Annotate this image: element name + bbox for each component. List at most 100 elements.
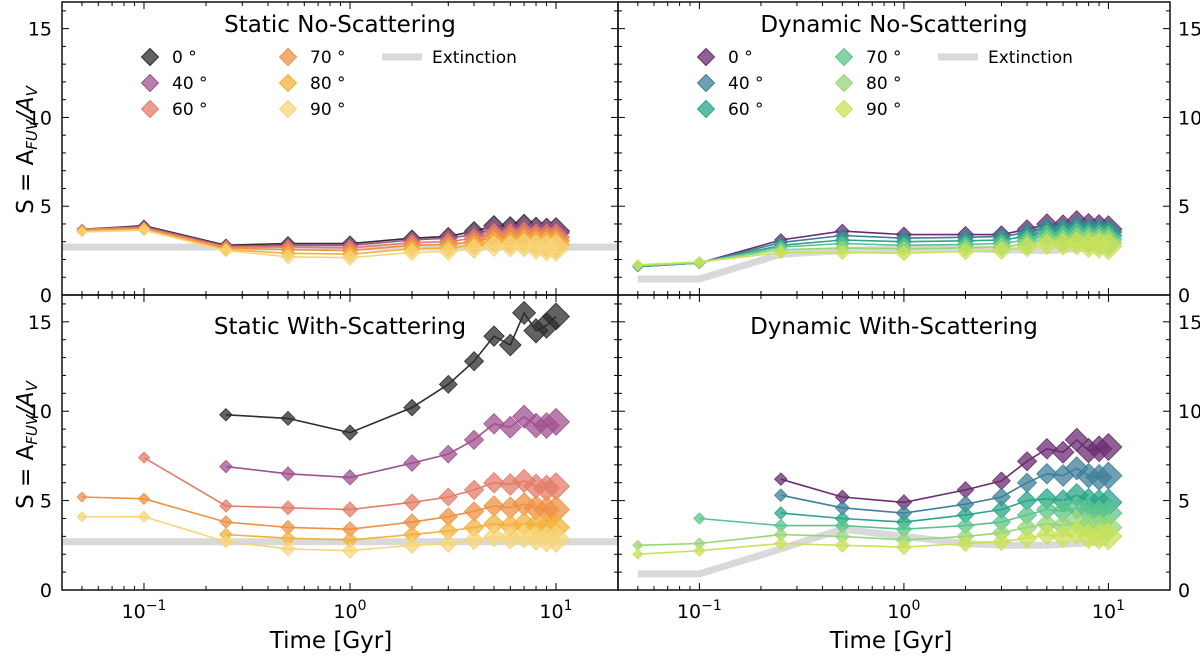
data-point: [438, 507, 458, 527]
data-point: [895, 538, 913, 556]
data-point: [774, 506, 788, 520]
data-point: [1016, 236, 1038, 258]
data-point: [1036, 498, 1058, 521]
data-point: [1016, 517, 1038, 538]
legend-entry: 60 °: [696, 99, 764, 120]
legend-entry: 70 °: [834, 47, 902, 68]
y-tick-label: 15: [1178, 312, 1200, 334]
data-point: [498, 234, 522, 258]
data-point: [1016, 490, 1038, 511]
data-point: [1094, 461, 1123, 490]
data-point: [483, 412, 505, 435]
data-point: [992, 487, 1011, 507]
svg-text:S = AFUV/AV: S = AFUV/AV: [13, 84, 41, 214]
legend-label: 60 °: [728, 100, 764, 120]
data-point: [483, 525, 505, 548]
data-point: [403, 493, 421, 512]
data-point: [541, 407, 571, 436]
y-tick-label: 0: [1178, 285, 1190, 307]
data-point: [280, 410, 296, 426]
data-point: [341, 424, 359, 441]
data-point: [541, 495, 571, 524]
legend-label: 90 °: [866, 100, 902, 120]
legend-marker: [696, 99, 716, 119]
data-point: [541, 524, 571, 554]
data-point: [403, 454, 421, 472]
data-point: [512, 300, 537, 325]
data-point: [834, 537, 850, 553]
data-point: [219, 243, 233, 258]
legend-marker: [834, 47, 854, 67]
x-tick-label: 100: [887, 598, 920, 623]
legend-label: 60 °: [172, 100, 208, 120]
data-point: [403, 398, 421, 417]
data-point: [137, 492, 151, 505]
series-2: [774, 456, 1123, 522]
legend-entry: 40 °: [696, 73, 764, 94]
data-point: [895, 505, 913, 522]
data-point: [438, 487, 458, 507]
series-6: [76, 510, 571, 559]
legend-label: 0 °: [172, 48, 197, 68]
data-point: [137, 451, 151, 464]
data-point: [76, 511, 88, 523]
data-point: [341, 542, 359, 559]
data-point: [541, 233, 571, 262]
x-tick-label: 100: [333, 598, 366, 623]
data-point: [1094, 522, 1123, 551]
legend-entry: 80 °: [278, 73, 346, 94]
data-point: [1051, 232, 1075, 256]
legend-entry: 0 °: [696, 47, 753, 68]
data-point: [774, 536, 788, 551]
data-point: [1036, 463, 1058, 485]
legend-marker: [140, 73, 160, 93]
panel-3: 0 5 10 15 10−1 100 101 Static With-Scattering: [28, 294, 619, 623]
extinction-line: [637, 243, 1109, 283]
data-point: [541, 302, 571, 331]
y-tick-label: 5: [40, 196, 52, 218]
legend-label: 70 °: [866, 48, 902, 68]
data-point: [1036, 233, 1058, 256]
data-point: [483, 495, 505, 517]
data-point: [280, 500, 296, 516]
data-point: [483, 513, 505, 535]
data-point: [438, 374, 458, 394]
legend-marker: [140, 99, 160, 119]
data-point: [498, 526, 522, 550]
legend-label: Extinction: [432, 48, 517, 68]
y-tick-label: 0: [40, 285, 52, 307]
data-point: [403, 536, 421, 555]
panel-title: Dynamic No-Scattering: [760, 12, 1027, 38]
data-point: [693, 512, 706, 525]
data-point: [219, 515, 233, 529]
data-point: [219, 407, 233, 422]
x-tick-label: 10−1: [677, 598, 722, 623]
data-point: [992, 512, 1011, 532]
panel-1: 0 5 10 15 Static No-Scattering 0 ° 40 ° 60 ° 70 …: [28, 1, 619, 307]
series-4: [76, 491, 571, 538]
data-point: [483, 471, 505, 494]
data-point: [76, 226, 88, 238]
data-point: [992, 241, 1011, 260]
data-point: [834, 528, 850, 544]
legend-marker: [140, 47, 160, 67]
data-point: [498, 333, 522, 357]
data-point: [956, 481, 975, 499]
data-point: [341, 469, 359, 486]
data-point: [956, 506, 975, 524]
legend-marker: [278, 73, 298, 93]
data-point: [438, 444, 458, 464]
series-6: [632, 520, 1123, 560]
y-tick-label: 15: [28, 19, 52, 41]
data-point: [834, 489, 850, 505]
data-point: [483, 325, 505, 347]
series-6: [76, 223, 571, 266]
y-tick-label: 0: [1178, 580, 1190, 602]
series-3: [137, 451, 571, 518]
data-point: [280, 249, 296, 265]
series-1: [219, 300, 571, 441]
legend-marker: [834, 99, 854, 119]
series-6: [632, 231, 1123, 271]
